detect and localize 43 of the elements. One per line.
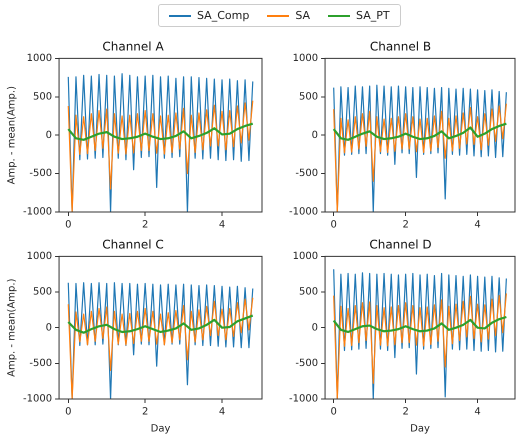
y-tick-label: 500 <box>298 91 318 102</box>
y-tick-label: -1000 <box>288 206 318 218</box>
y-tick-label: -1000 <box>288 394 318 405</box>
legend-label: SA_PT <box>356 9 390 22</box>
x-tick-label: 2 <box>402 220 409 231</box>
y-axis-title: Amp. - mean(Amp.) <box>6 278 18 377</box>
x-tick-label: 0 <box>65 406 72 418</box>
y-tick-label: 1000 <box>26 250 52 262</box>
legend-label: SA <box>295 9 310 22</box>
y-tick-label: 500 <box>32 286 52 298</box>
x-axis-title: Day <box>410 424 430 435</box>
x-tick-label: 0 <box>330 406 337 418</box>
y-tick-label: -500 <box>295 358 318 369</box>
y-tick-label: -500 <box>29 168 52 180</box>
y-tick-label: 0 <box>46 130 52 141</box>
y-tick-label: 500 <box>298 286 318 298</box>
x-tick-label: 4 <box>474 406 481 418</box>
x-tick-label: 0 <box>330 220 337 231</box>
y-tick-label: 1000 <box>292 52 318 64</box>
x-tick-label: 2 <box>142 406 148 418</box>
y-tick-label: 1000 <box>292 250 318 262</box>
x-tick-label: 4 <box>218 406 226 418</box>
y-tick-label: 1000 <box>26 52 52 64</box>
chart-title: Channel D <box>369 237 432 252</box>
y-tick-label: -1000 <box>22 394 52 405</box>
chart-title: Channel A <box>102 39 164 54</box>
y-tick-label: 0 <box>312 322 318 334</box>
chart-title: Channel B <box>370 39 432 54</box>
x-tick-label: 2 <box>142 220 148 231</box>
chart-title: Channel C <box>102 237 164 252</box>
y-tick-label: -500 <box>29 358 52 369</box>
y-tick-label: 500 <box>32 91 52 102</box>
x-tick-label: 4 <box>474 220 481 231</box>
x-axis-title: Day <box>150 424 170 435</box>
y-axis-title: Amp. - mean(Amp.) <box>6 86 18 184</box>
x-tick-label: 2 <box>402 406 409 418</box>
x-tick-label: 0 <box>65 220 72 231</box>
y-tick-label: -1000 <box>22 206 52 218</box>
legend-label: SA_Comp <box>197 9 250 22</box>
x-tick-label: 4 <box>218 220 226 231</box>
y-tick-label: 0 <box>312 130 318 141</box>
y-tick-label: -500 <box>295 168 318 180</box>
y-tick-label: 0 <box>46 322 52 334</box>
